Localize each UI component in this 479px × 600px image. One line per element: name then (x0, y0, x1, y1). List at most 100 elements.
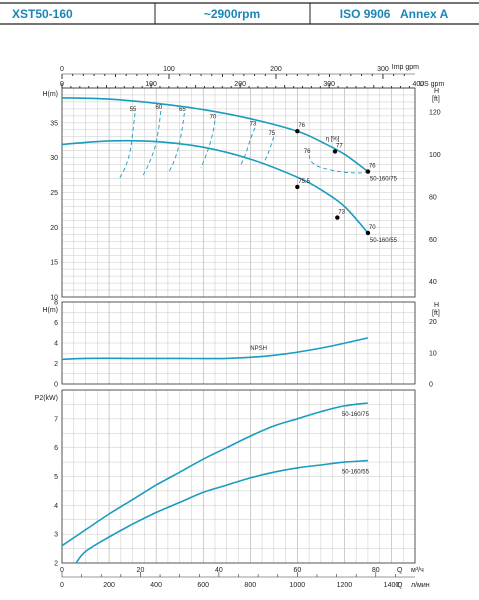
power-grid (61, 389, 416, 564)
npsh-y-right-label: H (434, 302, 439, 309)
npsh-grid (61, 301, 416, 385)
head-y-tick: 15 (50, 260, 58, 267)
us-gpm-tick-label: 100 (145, 81, 157, 88)
head-curve-label: 50-160/55 (370, 238, 398, 244)
head-y-tick: 20 (50, 225, 58, 232)
power-curve (75, 459, 368, 564)
efficiency-label: 60 (155, 105, 162, 111)
lmin-q-label: Q (397, 582, 403, 589)
head-curve (61, 139, 369, 234)
efficiency-line (240, 127, 256, 165)
operating-point-label: 75.5 (298, 179, 310, 185)
power-y-tick: 3 (54, 532, 58, 539)
head-y-tick: 35 (50, 120, 58, 127)
lmin-tick-label: 800 (244, 582, 256, 589)
efficiency-line (263, 136, 275, 162)
efficiency-line (118, 113, 136, 181)
efficiency-label: 76 (304, 149, 311, 155)
npsh-y-right-tick: 20 (429, 319, 437, 326)
imp-gpm-tick-label: 0 (60, 66, 64, 73)
npsh-y-right-tick: 0 (429, 382, 433, 389)
efficiency-line (142, 110, 162, 176)
lmin-tick-label: 200 (103, 582, 115, 589)
power-curve-label: 50-160/75 (342, 412, 370, 418)
operating-point (295, 128, 300, 134)
power-y-tick: 4 (54, 503, 58, 510)
lmin-tick-label: 600 (197, 582, 209, 589)
lmin-tick-label: 1400 (384, 582, 400, 589)
speed-title: ~2900rpm (204, 7, 260, 21)
head-curve-label: 50-160/75 (370, 177, 398, 183)
npsh-y-tick: 6 (54, 320, 58, 327)
head-y-tick: 10 (50, 295, 58, 302)
operating-point (365, 230, 371, 236)
power-y-tick: 7 (54, 416, 58, 423)
head-y-right-tick: 60 (429, 237, 437, 244)
m3h-tick-label: 20 (137, 567, 145, 574)
operating-point (295, 184, 300, 190)
power-frame (61, 389, 416, 564)
efficiency-label: 75 (268, 131, 275, 137)
lmin-unit-label: л/мин (411, 582, 430, 589)
us-gpm-label: US gpm (419, 81, 444, 88)
npsh-frame (61, 301, 416, 385)
m3h-tick-label: 60 (293, 567, 301, 574)
imp-gpm-label: Imp gpm (392, 64, 419, 71)
operating-point (335, 215, 340, 220)
m3h-tick-label: 80 (372, 567, 380, 574)
operating-point (332, 149, 338, 154)
npsh-curve (61, 337, 369, 361)
head-curve (61, 97, 369, 173)
head-grid (61, 87, 416, 298)
us-gpm-tick-label: 0 (60, 81, 64, 88)
npsh-y-label: H(m) (42, 307, 58, 314)
power-curve-label: 50-160/55 (342, 470, 370, 476)
us-gpm-tick-label: 400 (412, 81, 424, 88)
efficiency-line (308, 154, 368, 174)
us-gpm-tick-label: 200 (234, 81, 246, 88)
npsh-y-right-tick: 10 (429, 350, 437, 357)
head-y-right-tick: 120 (429, 109, 441, 116)
npsh-y-tick: 4 (54, 341, 58, 348)
lmin-tick-label: 0 (60, 582, 64, 589)
efficiency-label: 70 (210, 115, 217, 121)
power-y-tick: 2 (54, 561, 58, 568)
standard-title: ISO 9906 Annex A (340, 7, 449, 21)
head-y-tick: 25 (50, 190, 58, 197)
lmin-tick-label: 400 (150, 582, 162, 589)
head-y-right-unit: [ft] (432, 96, 440, 103)
head-y-right-tick: 40 (429, 279, 437, 286)
efficiency-label: 55 (130, 107, 137, 113)
header-bar: XST50-160 ~2900rpm ISO 9906 Annex A (0, 2, 479, 25)
npsh-y-tick: 0 (54, 382, 58, 389)
npsh-y-right-unit: [ft] (432, 310, 440, 317)
m3h-q-label: Q (397, 567, 403, 574)
efficiency-label: 65 (179, 107, 186, 113)
us-gpm-tick-label: 300 (323, 81, 335, 88)
npsh-y-tick: 8 (54, 300, 58, 307)
npsh-curve-label: NPSH (250, 346, 267, 352)
lmin-tick-label: 1200 (337, 582, 353, 589)
head-y-right-tick: 80 (429, 194, 437, 201)
operating-point (365, 169, 371, 174)
imp-gpm-tick-label: 300 (377, 66, 389, 73)
power-y-tick: 5 (54, 474, 58, 481)
operating-point-label: 76 (298, 123, 305, 129)
efficiency-label: 73 (250, 122, 257, 128)
m3h-tick-label: 40 (215, 567, 223, 574)
operating-point-label: 70 (369, 225, 376, 231)
lmin-tick-label: 1000 (290, 582, 306, 589)
model-title: XST50-160 (12, 7, 73, 21)
head-y-label: H(m) (42, 91, 58, 98)
efficiency-line (200, 120, 216, 169)
imp-gpm-tick-label: 100 (163, 66, 175, 73)
power-curve (61, 402, 369, 547)
head-y-right-tick: 100 (429, 152, 441, 159)
m3h-tick-label: 0 (60, 567, 64, 574)
imp-gpm-tick-label: 200 (270, 66, 282, 73)
m3h-unit-label: м³/ч (411, 567, 424, 574)
power-y-label: P2(kW) (35, 395, 58, 402)
